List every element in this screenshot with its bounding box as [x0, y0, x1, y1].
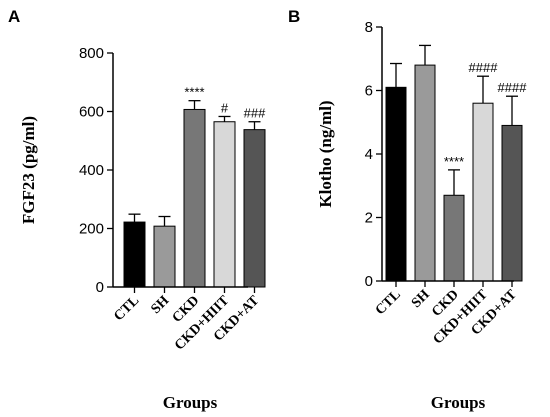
panel-b: B CTL SH****CKD####CKD+HIIT####CKD+AT0246… — [288, 7, 527, 412]
y-tick-label: 6 — [365, 83, 373, 100]
significance-label: #### — [469, 60, 499, 75]
y-tick-label: 8 — [365, 19, 373, 36]
panel-a-letter: A — [8, 7, 20, 26]
bar-ckd-hiit — [472, 102, 494, 282]
bar-ckd-hiit — [213, 121, 236, 288]
y-tick-label: 0 — [365, 273, 373, 290]
significance-label: **** — [184, 85, 204, 100]
bar-sh — [414, 64, 436, 282]
x-axis-title: Groups — [163, 393, 218, 412]
panel-a: A CTL SH****CKD#CKD+HIIT###CKD+AT02004006… — [8, 7, 266, 412]
bar-ckd-at — [501, 124, 523, 282]
bar-ctl — [385, 86, 407, 282]
bar-ckd — [183, 108, 206, 288]
y-tick-label: 400 — [79, 162, 104, 179]
panel-b-letter: B — [288, 7, 300, 26]
y-tick-label: 2 — [365, 210, 373, 227]
x-tick-label: SH — [409, 287, 433, 311]
y-tick-label: 0 — [96, 279, 104, 296]
x-tick-label: CTL — [373, 287, 404, 318]
y-axis-title: Klotho (ng/ml) — [316, 100, 335, 207]
significance-label: # — [221, 100, 229, 115]
bar-sh — [153, 225, 176, 288]
bar-ckd-at — [243, 129, 266, 288]
x-tick-label: CTL — [111, 293, 142, 324]
significance-label: ### — [244, 106, 266, 121]
x-axis-title: Groups — [431, 393, 486, 412]
bar-ckd — [443, 194, 465, 282]
y-tick-label: 200 — [79, 221, 104, 238]
y-tick-label: 800 — [79, 45, 104, 62]
y-tick-label: 4 — [365, 146, 373, 163]
x-tick-label: SH — [149, 293, 173, 317]
y-axis-title: FGF23 (pg/ml) — [19, 116, 38, 224]
y-tick-label: 600 — [79, 104, 104, 121]
bar-ctl — [123, 221, 146, 288]
significance-label: #### — [498, 80, 528, 95]
significance-label: **** — [444, 154, 464, 169]
